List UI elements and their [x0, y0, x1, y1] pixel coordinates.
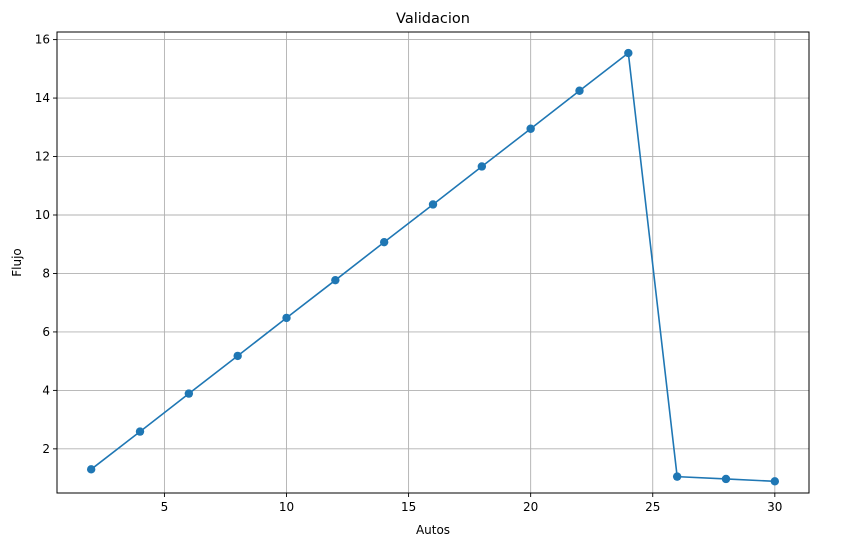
- y-tick-label: 10: [35, 208, 50, 222]
- data-point: [575, 86, 584, 95]
- x-tick-label: 20: [523, 500, 538, 514]
- y-tick-label: 14: [35, 91, 50, 105]
- y-axis-label: Flujo: [10, 248, 24, 277]
- chart-title: Validacion: [396, 11, 470, 27]
- data-point: [233, 351, 242, 361]
- grid-lines: [57, 32, 809, 493]
- series-group: [86, 48, 780, 486]
- data-point: [526, 124, 535, 133]
- data-point: [624, 48, 633, 58]
- y-tick-label: 16: [35, 33, 50, 47]
- y-tick-label: 2: [42, 442, 50, 456]
- y-tick-label: 4: [42, 383, 50, 397]
- x-tick-label: 25: [645, 500, 660, 514]
- y-tick-label: 12: [35, 150, 50, 164]
- data-point: [135, 427, 145, 436]
- data-point: [331, 275, 340, 285]
- data-point: [184, 389, 194, 398]
- axis-ticks: 5 10 15 20 25 30 2 4 6 8 10 12 14 16: [35, 33, 783, 514]
- data-point: [672, 472, 682, 481]
- x-axis-label: Autos: [416, 523, 450, 537]
- y-tick-label: 8: [42, 266, 50, 280]
- data-point: [282, 313, 291, 323]
- data-point: [86, 465, 96, 474]
- data-point: [770, 477, 780, 486]
- x-tick-label: 5: [161, 500, 169, 514]
- x-tick-label: 10: [279, 500, 294, 514]
- y-tick-label: 6: [42, 325, 50, 339]
- data-point: [477, 162, 487, 171]
- plot-frame: [56, 31, 810, 494]
- data-point: [721, 474, 731, 484]
- data-point: [379, 237, 389, 247]
- x-tick-label: 15: [401, 500, 416, 514]
- x-tick-label: 30: [767, 500, 782, 514]
- data-point: [428, 200, 438, 209]
